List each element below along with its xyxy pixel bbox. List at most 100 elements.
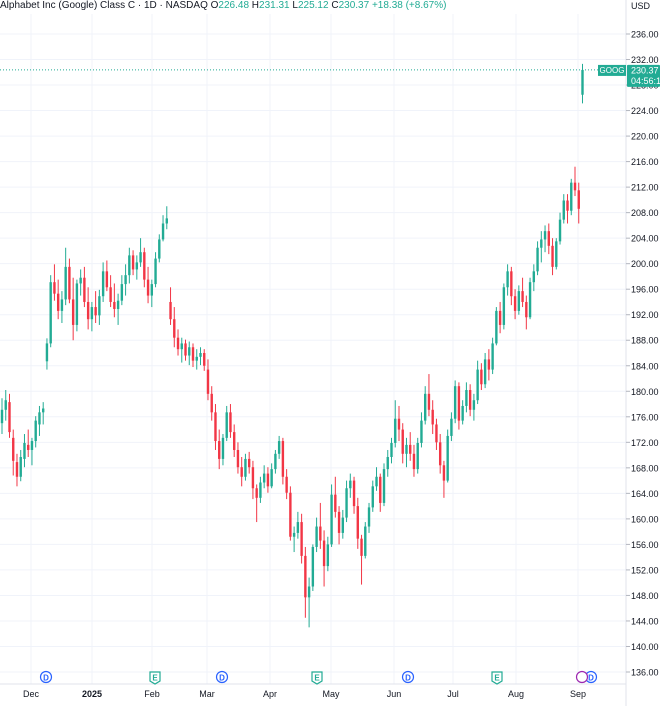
- open-label: O: [210, 0, 219, 11]
- candle-down: [487, 359, 491, 370]
- price-tick-label: 188.00: [631, 336, 659, 346]
- price-tick-label: 168.00: [631, 463, 659, 473]
- price-tick-label: 216.00: [631, 157, 659, 167]
- candle-up: [128, 255, 131, 276]
- candle-up: [570, 182, 573, 211]
- time-tick-label: Jul: [447, 689, 459, 699]
- candle-up: [30, 441, 34, 450]
- candle-up: [367, 507, 371, 527]
- candle-down: [551, 245, 554, 267]
- candle-up: [465, 390, 468, 406]
- candle-up: [502, 287, 506, 325]
- price-axis[interactable]: 136.00 140.00 144.00 148.00 152.00 156.00 160.…: [625, 0, 659, 706]
- candle-down: [401, 429, 404, 454]
- candle-up: [506, 271, 509, 288]
- dividend-marker[interactable]: D: [215, 670, 229, 684]
- currency-label[interactable]: USD: [630, 1, 650, 11]
- candle-down: [184, 343, 187, 356]
- candle-up: [41, 408, 45, 413]
- candle-down: [360, 538, 363, 556]
- candle-up: [135, 262, 139, 270]
- candle-down: [356, 506, 359, 539]
- price-tick-label: 220.00: [631, 132, 659, 142]
- candle-up: [540, 239, 543, 248]
- candle-up: [450, 418, 453, 436]
- candle-up: [424, 393, 427, 421]
- candle-down: [83, 277, 86, 302]
- price-tick-label: 152.00: [631, 565, 659, 575]
- price-tick-label: 212.00: [631, 183, 659, 193]
- price-tick-label: 136.00: [631, 668, 659, 678]
- candle-up: [221, 437, 225, 459]
- candle-down: [281, 441, 285, 477]
- candle-up: [64, 266, 67, 300]
- candle-up: [270, 469, 273, 487]
- earnings-marker[interactable]: E: [149, 671, 161, 685]
- candle-down: [131, 255, 135, 270]
- candle-up: [461, 405, 464, 421]
- candle-down: [438, 442, 442, 466]
- candle-down: [409, 444, 412, 454]
- candle-up: [416, 442, 419, 470]
- candle-up: [532, 271, 536, 283]
- candle-up: [90, 307, 94, 320]
- candle-down: [566, 200, 569, 211]
- candle-up: [244, 458, 247, 477]
- dividend-marker[interactable]: D: [401, 670, 415, 684]
- candle-up: [49, 282, 52, 344]
- price-tick-label: 144.00: [631, 616, 659, 626]
- candle-down: [379, 476, 382, 503]
- candle-up: [483, 359, 487, 385]
- dividend-icon: [401, 670, 415, 684]
- earnings-letter: E: [314, 674, 320, 683]
- candle-down: [12, 437, 15, 461]
- candle-up: [199, 353, 202, 357]
- candle-down: [143, 252, 146, 280]
- candle-up: [394, 418, 397, 443]
- candle-down: [337, 511, 341, 533]
- candle-up: [375, 476, 378, 487]
- candle-down: [457, 386, 461, 421]
- dividend-letter: D: [43, 674, 49, 683]
- candle-down: [173, 319, 176, 338]
- price-tick-label: 180.00: [631, 387, 659, 397]
- price-tick-label: 236.00: [631, 30, 659, 40]
- earnings-marker[interactable]: E: [311, 671, 323, 685]
- candle-up: [75, 283, 79, 325]
- candle-up: [536, 247, 539, 272]
- dividend-marker[interactable]: D: [39, 670, 53, 684]
- candle-down: [468, 390, 472, 410]
- candle-down: [255, 488, 258, 498]
- candle-up: [259, 482, 262, 498]
- price-tick-label: 200.00: [631, 259, 659, 269]
- candle-down: [285, 476, 288, 493]
- candle-down: [521, 291, 524, 302]
- candle-down: [266, 473, 270, 487]
- dividend-icon: [39, 670, 53, 684]
- candle-down: [229, 412, 232, 433]
- candle-up: [326, 544, 330, 567]
- candle-up: [405, 444, 408, 454]
- ticker-tag-label: GOOG: [600, 66, 625, 75]
- candle-down: [319, 526, 322, 541]
- low-label: L: [292, 0, 298, 11]
- time-tick-label: 2025: [82, 689, 102, 699]
- price-tick-label: 164.00: [631, 489, 659, 499]
- candle-up: [139, 252, 142, 263]
- candle-down: [547, 231, 550, 246]
- time-tick-label: Dec: [23, 689, 40, 699]
- candle-down: [498, 310, 502, 325]
- candle-down: [206, 369, 210, 394]
- candle-down: [176, 337, 180, 350]
- candle-down: [510, 271, 513, 297]
- price-tick-label: 204.00: [631, 234, 659, 244]
- price-tick-label: 184.00: [631, 361, 659, 371]
- candle-down: [27, 444, 30, 450]
- earnings-marker[interactable]: E: [491, 671, 503, 685]
- candle-up: [161, 223, 165, 240]
- time-axis[interactable]: Dec 2025 Feb Mar Apr May Jun Jul Aug Sep: [0, 683, 626, 699]
- price-tick-label: 172.00: [631, 438, 659, 448]
